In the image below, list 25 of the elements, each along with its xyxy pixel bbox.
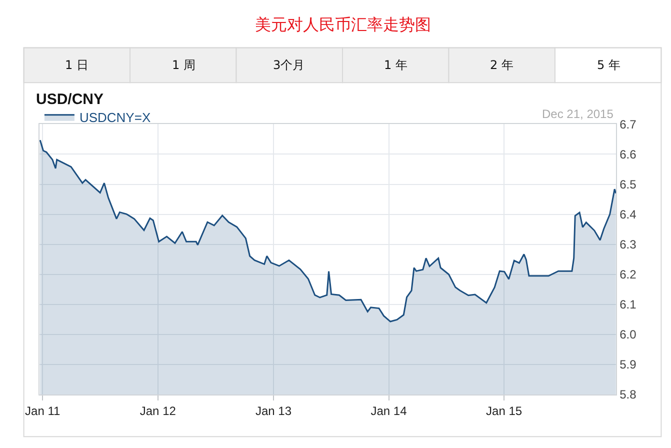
- legend-label: USDCNY=X: [79, 110, 151, 125]
- y-tick-label: 6.6: [620, 147, 637, 162]
- y-tick-label: 6.2: [620, 268, 637, 282]
- text: 3个月: [273, 58, 305, 72]
- y-tick-label: 6.0: [620, 328, 637, 342]
- text: 5 年: [597, 58, 620, 72]
- text: 2 年: [490, 58, 514, 72]
- x-tick-label: Jan 11: [25, 404, 61, 418]
- y-tick-label: 6.7: [620, 117, 637, 132]
- text: 1 周: [172, 58, 196, 72]
- text: Dec 21, 2015: [542, 107, 614, 121]
- chart-subtitle: USD/CNY: [36, 91, 104, 108]
- y-tick-label: 6.5: [620, 177, 637, 192]
- text: 1 年: [384, 58, 408, 72]
- x-tick-label: Jan 13: [255, 404, 292, 418]
- y-tick-label: 6.4: [620, 208, 637, 222]
- text: 1 日: [65, 58, 88, 72]
- x-tick-label: Jan 12: [140, 404, 176, 418]
- x-tick-label: Jan 14: [370, 404, 408, 418]
- x-tick-label: Jan 15: [486, 404, 522, 418]
- chart-title: 美元对人民币汇率走势图: [255, 15, 431, 34]
- y-tick-label: 6.3: [620, 238, 637, 252]
- y-tick-label: 5.9: [620, 358, 637, 372]
- y-tick-label: 6.1: [620, 298, 637, 312]
- y-tick-label: 5.8: [620, 388, 637, 402]
